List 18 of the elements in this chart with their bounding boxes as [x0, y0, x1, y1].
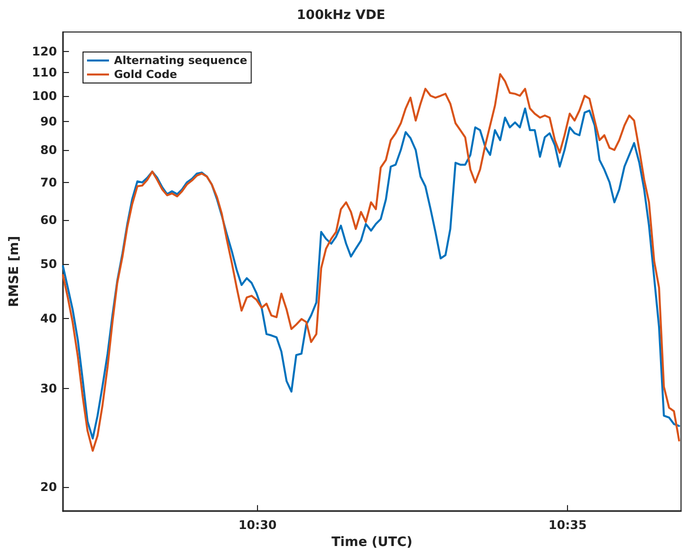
legend-label: Alternating sequence [114, 54, 248, 67]
y-tick-label: 120 [32, 44, 57, 58]
y-tick-label: 50 [40, 257, 57, 272]
y-tick-label: 90 [40, 114, 57, 128]
y-tick-label: 70 [40, 175, 57, 190]
y-tick-label: 110 [32, 66, 57, 80]
x-axis-title: Time (UTC) [331, 535, 413, 550]
legend-label: Gold Code [114, 68, 178, 81]
y-axis-title: RMSE [m] [7, 236, 22, 308]
y-tick-label: 40 [40, 311, 57, 326]
chart-title: 100kHz VDE [296, 8, 386, 23]
y-tick-label: 60 [40, 212, 57, 227]
x-tick-label: 10:35 [548, 518, 587, 532]
y-tick-label: 80 [40, 142, 57, 157]
y-tick-label: 30 [40, 381, 57, 396]
y-tick-label: 20 [40, 480, 57, 494]
y-tick-label: 100 [32, 88, 57, 103]
x-tick-label: 10:30 [238, 518, 277, 532]
